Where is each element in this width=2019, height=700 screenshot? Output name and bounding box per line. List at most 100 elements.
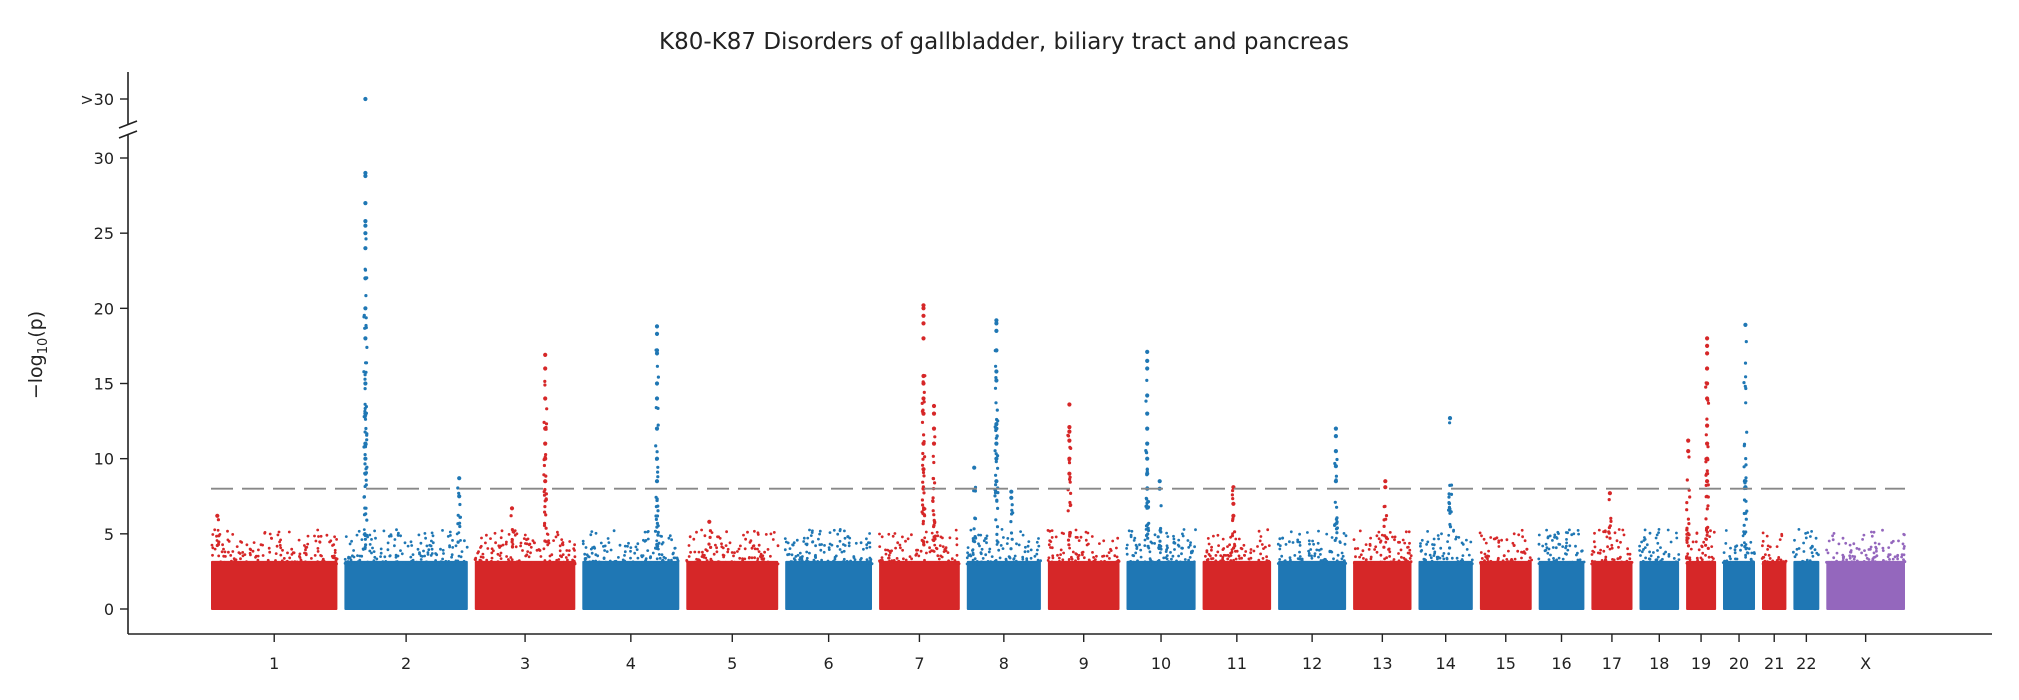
peak-point	[1607, 491, 1612, 496]
peak-point	[1157, 479, 1162, 484]
peak-point	[543, 441, 548, 446]
data-points	[210, 96, 1907, 610]
chromosome-6-points	[783, 528, 874, 610]
chromosome-20-points	[1721, 529, 1756, 610]
peak-chr12-16	[1333, 426, 1339, 543]
peak-point	[1686, 438, 1691, 443]
chromosome-17-points	[1590, 528, 1634, 610]
x-tick-label-chr15: 15	[1496, 654, 1516, 673]
peak-point	[1705, 343, 1710, 348]
peak-point	[1145, 349, 1150, 354]
peak-point	[1009, 495, 1014, 500]
peak-chr2-1	[362, 96, 369, 550]
peak-chr7-7	[920, 303, 927, 547]
x-tick-label-chr16: 16	[1551, 654, 1571, 673]
peak-point	[543, 456, 548, 461]
x-tick-label-chr1: 1	[269, 654, 279, 673]
peak-chr13-17	[1382, 479, 1389, 549]
y-tick-label-capped: >30	[80, 90, 114, 109]
peak-point	[1067, 429, 1072, 434]
peak-point	[654, 479, 660, 484]
chromosome-11-points	[1202, 528, 1272, 610]
peak-point	[1145, 411, 1150, 416]
peak-point	[1705, 351, 1710, 356]
y-tick-label: 0	[104, 600, 114, 619]
x-tick-label-chr21: 21	[1764, 654, 1784, 673]
x-tick-label-chr18: 18	[1649, 654, 1669, 673]
chromosome-18-points	[1638, 528, 1681, 610]
peak-point	[363, 471, 368, 476]
peak-chr14-18	[1447, 416, 1454, 550]
peak-point	[994, 348, 999, 353]
y-tick-label: 10	[94, 450, 114, 469]
peak-point	[654, 331, 660, 336]
peak-point	[994, 318, 999, 323]
x-tick-label-chr13: 13	[1372, 654, 1392, 673]
peak-chr10-14	[1156, 479, 1163, 551]
chromosome-19-points	[1684, 529, 1717, 610]
peak-point	[921, 486, 926, 491]
peak-point	[363, 336, 368, 341]
peak-point	[1067, 425, 1072, 430]
peak-chr4-5	[653, 324, 661, 551]
peak-point	[994, 456, 999, 461]
peak-point	[363, 411, 368, 416]
peak-point	[654, 456, 660, 461]
peak-point	[1333, 449, 1338, 454]
peak-point	[1231, 501, 1236, 506]
x-tick-label-chr4: 4	[626, 654, 636, 673]
peak-point	[921, 467, 926, 472]
peak-point	[1067, 438, 1072, 443]
peak-point	[457, 494, 462, 499]
peak-point	[363, 456, 368, 461]
peak-point	[1705, 441, 1710, 446]
peak-point	[363, 219, 368, 224]
peak-point	[921, 306, 926, 311]
peak-point	[994, 422, 999, 427]
peak-point	[1705, 336, 1710, 341]
chromosome-12-points	[1276, 529, 1348, 610]
peak-point	[363, 170, 368, 176]
peak-point	[543, 366, 548, 371]
x-tick-label-chr17: 17	[1602, 654, 1622, 673]
peak-point	[1333, 426, 1338, 431]
peak-point	[1145, 441, 1150, 446]
peak-point	[363, 231, 368, 236]
peak-point	[931, 426, 937, 431]
peak-point	[921, 441, 926, 446]
peak-point	[363, 441, 368, 446]
peak-chr19-20	[1685, 438, 1692, 548]
y-tick-label: 20	[94, 299, 114, 318]
y-tick-label: 15	[94, 375, 114, 394]
peak-point	[457, 476, 462, 481]
peak-point	[1705, 479, 1710, 484]
peak-chr5-6	[707, 519, 713, 550]
peak-point	[1145, 393, 1150, 398]
y-tick-label: 5	[104, 525, 114, 544]
peak-point	[543, 396, 548, 401]
peak-point	[921, 381, 926, 386]
peak-point	[1333, 479, 1338, 484]
chromosome-X-points	[1825, 528, 1907, 610]
x-tick-label-chr3: 3	[520, 654, 530, 673]
svg-text:−log10(p): −log10(p)	[25, 311, 51, 399]
peak-point	[1145, 456, 1150, 461]
peak-point	[1686, 449, 1691, 454]
peak-point	[1009, 489, 1014, 494]
peak-point	[1333, 434, 1338, 439]
chromosome-5-points	[685, 528, 780, 610]
x-tick-label-chr8: 8	[999, 654, 1009, 673]
peak-point	[1705, 366, 1710, 371]
peak-chr20-22	[1742, 322, 1749, 551]
x-tick-label-chr11: 11	[1227, 654, 1247, 673]
peak-point	[1145, 366, 1150, 371]
peak-point	[1383, 485, 1388, 490]
peak-point	[707, 519, 712, 524]
peak-point	[1705, 456, 1710, 461]
peak-point	[1145, 358, 1150, 363]
peak-point	[654, 348, 660, 353]
peak-point	[363, 96, 368, 102]
peak-point	[921, 321, 926, 326]
